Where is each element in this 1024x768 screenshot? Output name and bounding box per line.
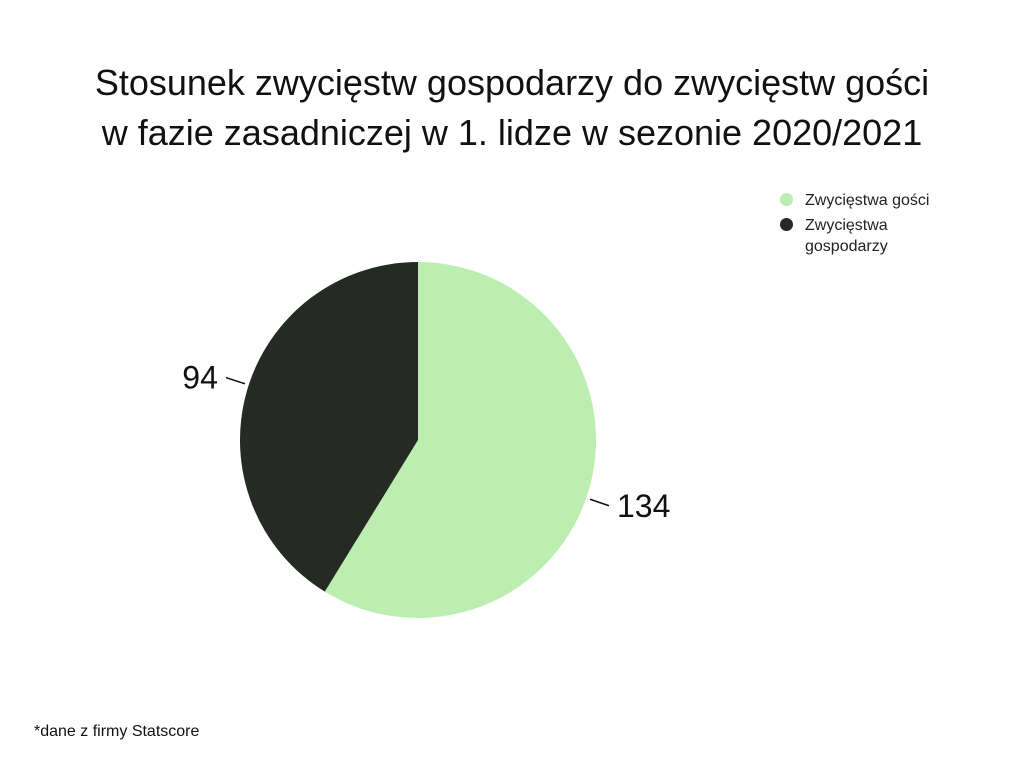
slice-value-label-1: 94 xyxy=(182,360,218,396)
legend-item-away-wins: Zwycięstwa gości xyxy=(780,190,980,211)
chart-legend: Zwycięstwa gości Zwycięstwa gospodarzy xyxy=(780,190,980,261)
pie-slice-1 xyxy=(239,262,418,592)
chart-title: Stosunek zwycięstw gospodarzy do zwycięs… xyxy=(0,58,1024,158)
legend-label-home-wins: Zwycięstwa gospodarzy xyxy=(805,217,888,255)
slice-value-label-0: 134 xyxy=(617,488,670,524)
pie-slice-0 xyxy=(324,262,596,618)
legend-swatch-home-wins xyxy=(780,218,793,231)
legend-swatch-away-wins xyxy=(780,193,793,206)
legend-item-home-wins: Zwycięstwa gospodarzy xyxy=(780,215,980,257)
chart-title-line-2: w fazie zasadniczej w 1. lidze w sezonie… xyxy=(101,112,923,153)
source-footnote: *dane z firmy Statscore xyxy=(34,723,200,740)
chart-title-line-1: Stosunek zwycięstw gospodarzy do zwycięs… xyxy=(94,62,930,103)
slice-leader-line-1 xyxy=(225,376,246,385)
slice-leader-line-0 xyxy=(589,498,610,507)
legend-label-away-wins: Zwycięstwa gości xyxy=(805,192,930,209)
